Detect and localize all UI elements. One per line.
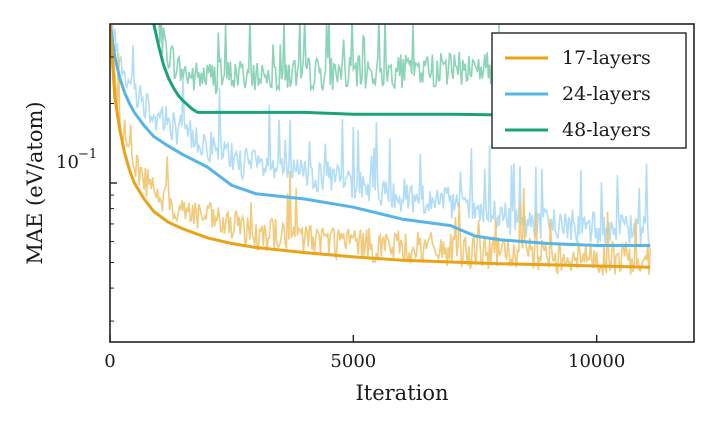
x-tick-label-0: 0 bbox=[104, 351, 115, 372]
y-axis-title: MAE (eV/atom) bbox=[23, 101, 47, 264]
series-line-17-layers bbox=[110, 24, 651, 269]
y-major-tick-label: 10 −1 bbox=[56, 147, 97, 173]
legend: 17-layers 24-layers 48-layers bbox=[491, 32, 687, 149]
tick-layer: 0 5000 10000 bbox=[104, 56, 625, 372]
legend-label-24-layers: 24-layers bbox=[562, 83, 651, 105]
legend-label-48-layers: 48-layers bbox=[562, 119, 651, 141]
series-noise-48-layers bbox=[153, 24, 500, 95]
legend-label-17-layers: 17-layers bbox=[562, 47, 651, 69]
series-noise-24-layers bbox=[110, 24, 651, 249]
x-axis-title: Iteration bbox=[355, 381, 448, 405]
series-line-48-layers bbox=[152, 24, 500, 117]
y-tick-label-exponent: −1 bbox=[78, 147, 97, 162]
x-tick-label-10000: 10000 bbox=[568, 351, 625, 372]
x-tick-label-5000: 5000 bbox=[330, 351, 376, 372]
y-tick-label-base: 10 bbox=[56, 152, 79, 173]
series-line-24-layers bbox=[110, 24, 651, 247]
series-noise-17-layers bbox=[110, 24, 651, 276]
series-layer bbox=[110, 24, 651, 276]
